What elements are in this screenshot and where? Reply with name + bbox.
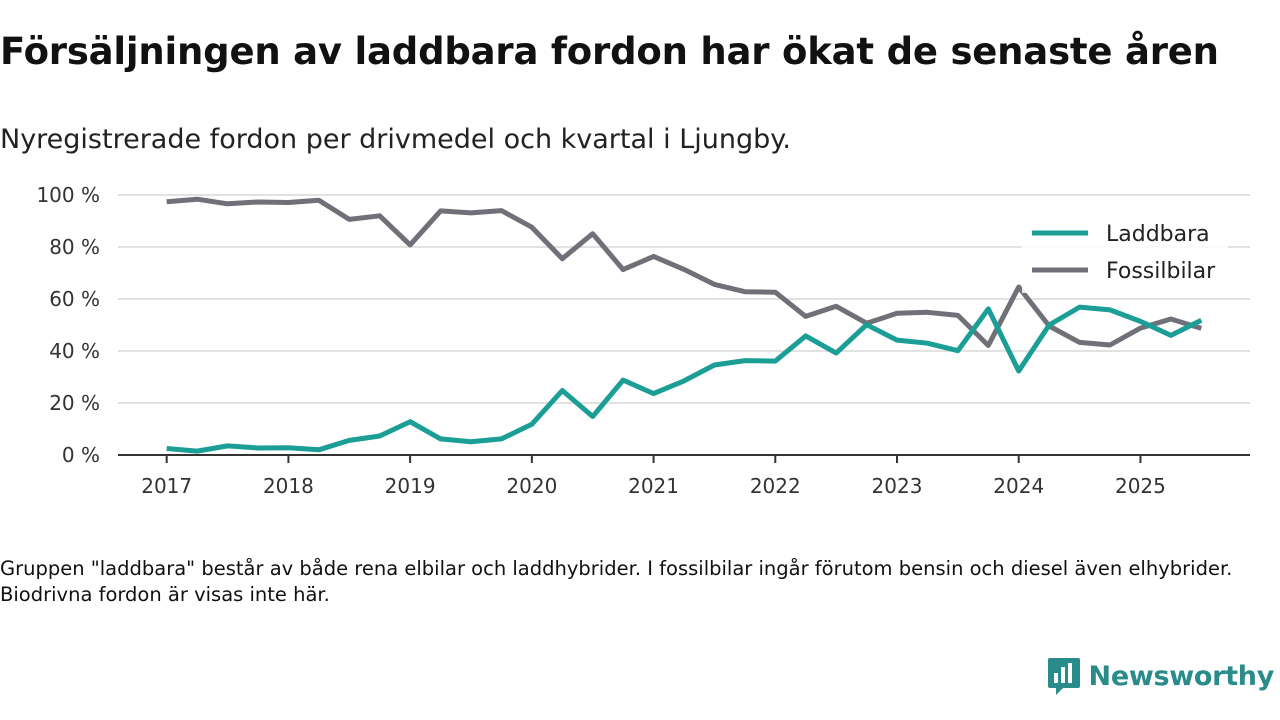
x-tick-label: 2018	[263, 474, 314, 498]
x-tick-label: 2017	[141, 474, 192, 498]
footnote: Gruppen "laddbara" består av både rena e…	[0, 557, 1233, 606]
y-tick-label: 20 %	[49, 391, 100, 415]
x-tick-label: 2024	[993, 474, 1044, 498]
y-tick-label: 60 %	[49, 287, 100, 311]
newsworthy-logo-icon	[1047, 658, 1080, 695]
series-line-fossilbilar	[166, 196, 1203, 348]
legend: Laddbara Fossilbilar	[1022, 211, 1228, 293]
series-line-laddbara	[166, 304, 1203, 454]
y-axis-ticks: 0 % 20 % 40 % 60 % 80 % 100 %	[36, 183, 100, 467]
chart-subtitle: Nyregistrerade fordon per drivmedel och …	[0, 124, 791, 155]
x-tick-label: 2022	[750, 474, 801, 498]
x-tick-label: 2020	[506, 474, 557, 498]
newsworthy-logo[interactable]: Newsworthy	[1047, 656, 1274, 696]
x-tick-label: 2023	[872, 474, 923, 498]
legend-background	[1022, 211, 1228, 293]
y-tick-label: 80 %	[49, 235, 100, 259]
y-tick-label: 100 %	[36, 183, 100, 207]
x-tick-label: 2021	[628, 474, 679, 498]
line-chart: 0 % 20 % 40 % 60 % 80 % 100 % 2017 2018 2019 202…	[36, 183, 1250, 498]
x-tick-label: 2019	[385, 474, 436, 498]
series-lines	[166, 196, 1203, 454]
legend-label-fossilbilar: Fossilbilar	[1106, 259, 1216, 284]
y-tick-label: 40 %	[49, 339, 100, 363]
chart-title: Försäljningen av laddbara fordon har öka…	[0, 30, 1219, 73]
x-axis-ticks: 2017 2018 2019 2020 2021 2022 2023 2024 2025	[141, 455, 1166, 498]
legend-label-laddbara: Laddbara	[1106, 222, 1210, 247]
y-tick-label: 0 %	[62, 443, 100, 467]
gridlines	[118, 194, 1250, 456]
newsworthy-logo-text: Newsworthy	[1088, 660, 1275, 692]
x-tick-label: 2025	[1115, 474, 1166, 498]
